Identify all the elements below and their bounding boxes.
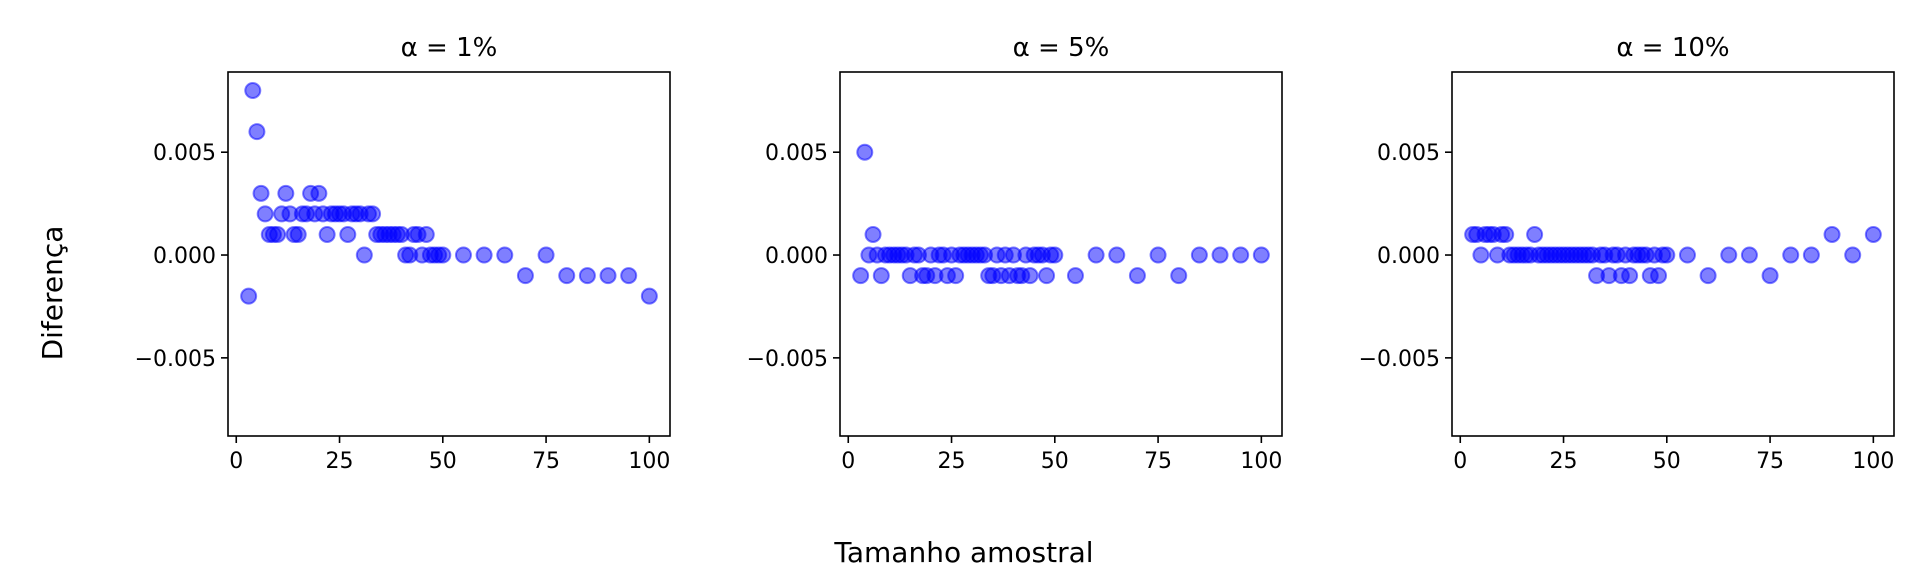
- data-point: [1699, 267, 1717, 285]
- y-tick-label: −0.005: [1359, 347, 1440, 372]
- data-point: [1802, 246, 1820, 264]
- x-tick-label: 50: [429, 449, 457, 474]
- data-point: [364, 205, 382, 223]
- data-point: [1720, 246, 1738, 264]
- panel-title: α = 5%: [1013, 33, 1110, 63]
- data-point: [1252, 246, 1270, 264]
- data-point: [269, 225, 287, 243]
- data-point: [1782, 246, 1800, 264]
- data-point: [1497, 225, 1515, 243]
- panel-title: α = 1%: [401, 33, 498, 63]
- data-point: [1066, 267, 1084, 285]
- data-point: [256, 205, 274, 223]
- data-point: [1038, 267, 1056, 285]
- data-point: [1740, 246, 1758, 264]
- x-tick-label: 25: [938, 449, 966, 474]
- data-point: [1864, 225, 1882, 243]
- x-tick-label: 0: [229, 449, 243, 474]
- y-tick-label: 0.005: [765, 141, 828, 166]
- x-tick-label: 50: [1653, 449, 1681, 474]
- x-tick-label: 25: [326, 449, 354, 474]
- figure-xlabel: Tamanho amostral: [833, 536, 1093, 569]
- data-point: [1149, 246, 1167, 264]
- data-point: [252, 184, 270, 202]
- data-point: [496, 246, 514, 264]
- axes-frame: [227, 71, 671, 437]
- data-point: [1658, 246, 1676, 264]
- data-point: [289, 225, 307, 243]
- panel-1: α = 1% 0 25 50 75 100 0.005 0.000 −0.005: [135, 33, 671, 474]
- data-point: [1046, 246, 1064, 264]
- data-point: [434, 246, 452, 264]
- panel-3: α = 10% 0 25 50 75 100 0.005 0.000 −0.005: [1359, 33, 1895, 474]
- data-point: [1232, 246, 1250, 264]
- x-tick-label: 75: [1144, 449, 1172, 474]
- panel-title: α = 10%: [1616, 33, 1729, 63]
- y-tick-label: 0.005: [153, 141, 216, 166]
- figure-ylabel: Diferença: [36, 226, 69, 361]
- data-point: [339, 225, 357, 243]
- data-point: [1678, 246, 1696, 264]
- data-point: [1621, 267, 1639, 285]
- panels: α = 1% 0 25 50 75 100 0.005 0.000 −0.005 α = 5% 0 2…: [135, 33, 1895, 474]
- data-point: [1128, 267, 1146, 285]
- x-tick-label: 25: [1550, 449, 1578, 474]
- y-tick-label: 0.000: [765, 244, 828, 269]
- x-tick-label: 100: [1852, 449, 1894, 474]
- x-tick-label: 0: [841, 449, 855, 474]
- data-point: [310, 184, 328, 202]
- data-point: [872, 267, 890, 285]
- data-point: [1526, 225, 1544, 243]
- data-point: [537, 246, 555, 264]
- data-point: [1823, 225, 1841, 243]
- data-point: [864, 225, 882, 243]
- y-tick-label: −0.005: [135, 347, 216, 372]
- x-tick-label: 100: [1240, 449, 1282, 474]
- data-point: [318, 225, 336, 243]
- data-point: [1211, 246, 1229, 264]
- data-point: [578, 267, 596, 285]
- data-point: [516, 267, 534, 285]
- data-point: [856, 143, 874, 161]
- y-tick-label: 0.005: [1377, 141, 1440, 166]
- data-point: [417, 225, 435, 243]
- data-point: [244, 82, 262, 100]
- data-point: [1190, 246, 1208, 264]
- x-tick-label: 0: [1453, 449, 1467, 474]
- data-point: [355, 246, 373, 264]
- data-point: [640, 287, 658, 305]
- data-point: [947, 267, 965, 285]
- data-point: [1108, 246, 1126, 264]
- data-point: [277, 184, 295, 202]
- panel-2: α = 5% 0 25 50 75 100 0.005 0.000 −0.005: [747, 33, 1283, 474]
- data-point: [1761, 267, 1779, 285]
- axes-frame: [839, 71, 1283, 437]
- x-tick-label: 75: [532, 449, 560, 474]
- data-point: [558, 267, 576, 285]
- data-point: [240, 287, 258, 305]
- data-point: [599, 267, 617, 285]
- data-point: [852, 267, 870, 285]
- data-point: [1472, 246, 1490, 264]
- y-tick-label: −0.005: [747, 347, 828, 372]
- data-point: [1650, 267, 1668, 285]
- data-point: [248, 123, 266, 141]
- y-tick-label: 0.000: [1377, 244, 1440, 269]
- data-point: [1170, 267, 1188, 285]
- data-point: [454, 246, 472, 264]
- data-point: [1087, 246, 1105, 264]
- data-point: [1844, 246, 1862, 264]
- axes-frame: [1451, 71, 1895, 437]
- x-tick-label: 75: [1756, 449, 1784, 474]
- data-point: [620, 267, 638, 285]
- x-tick-label: 100: [628, 449, 670, 474]
- y-tick-label: 0.000: [153, 244, 216, 269]
- data-point: [475, 246, 493, 264]
- x-tick-label: 50: [1041, 449, 1069, 474]
- data-point: [1021, 267, 1039, 285]
